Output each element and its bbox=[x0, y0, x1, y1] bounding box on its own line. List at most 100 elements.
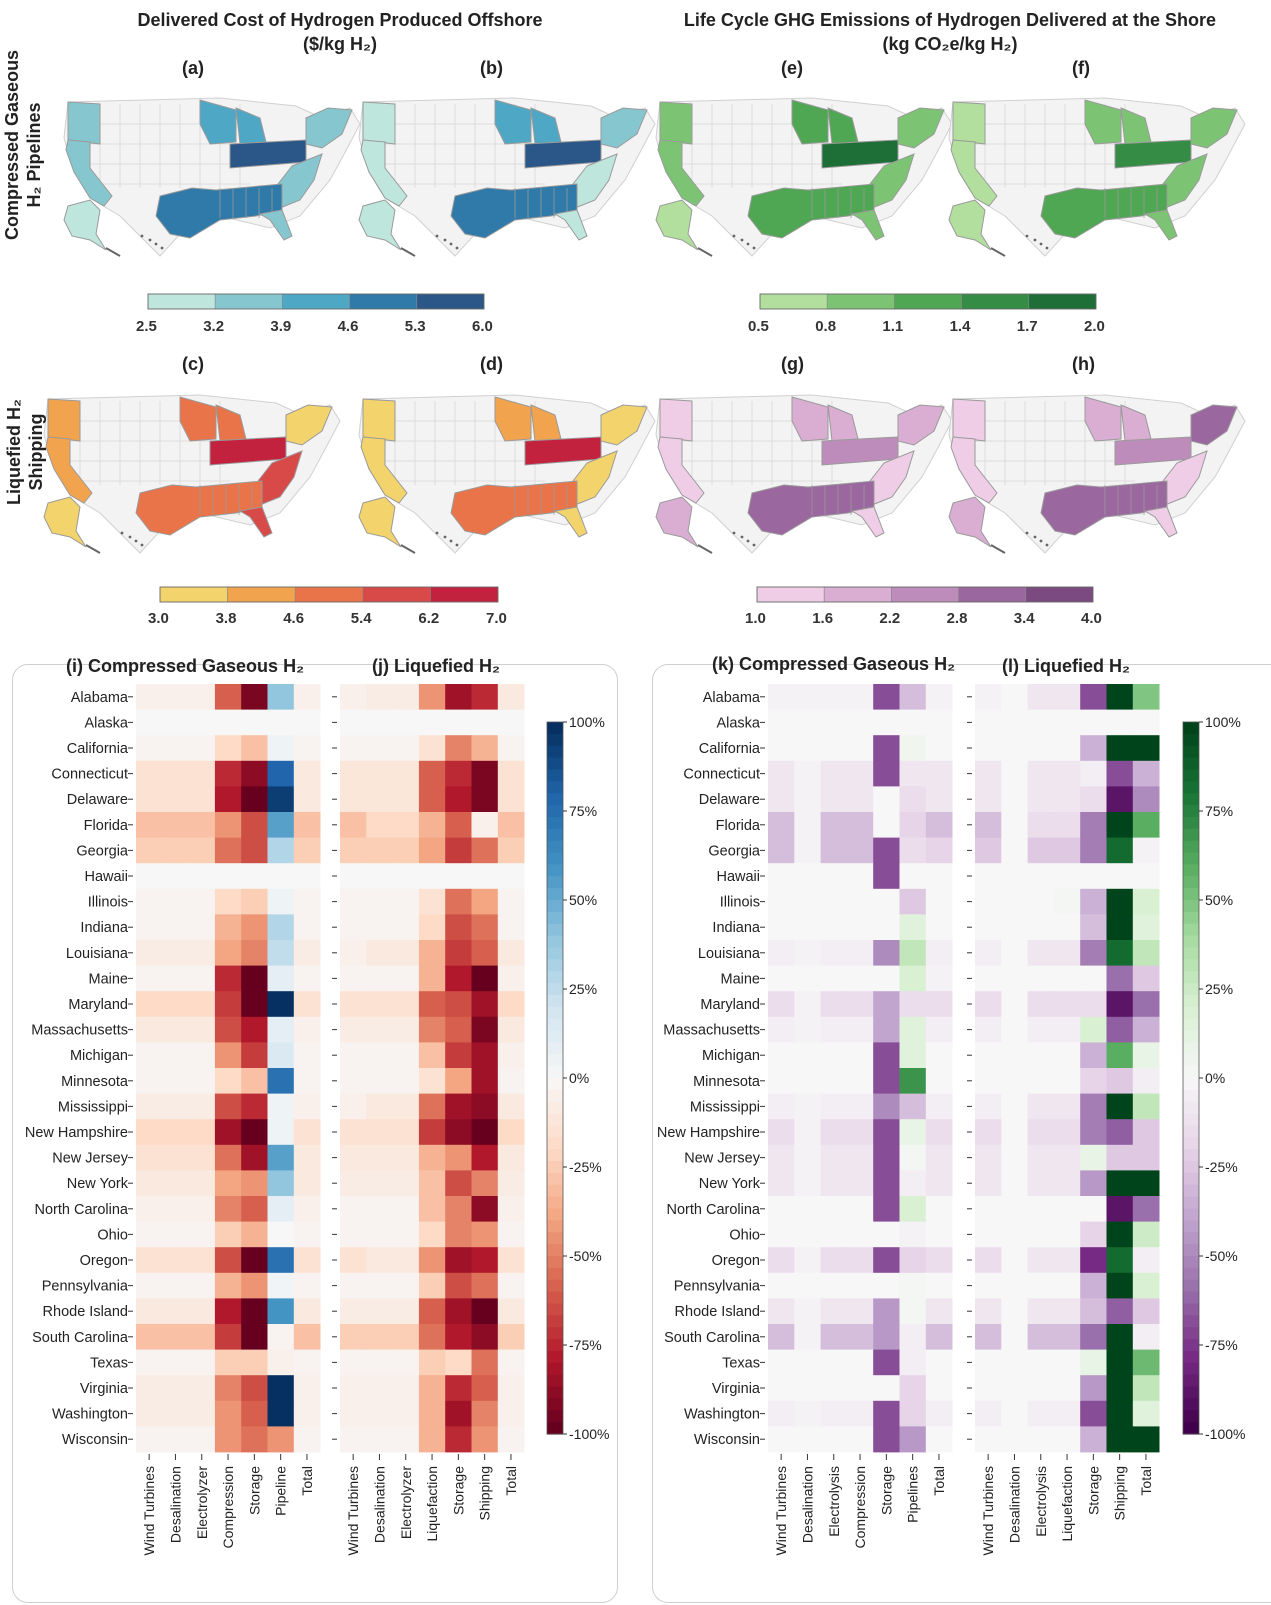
colorbar-outline bbox=[759, 293, 1097, 310]
map-e bbox=[655, 97, 953, 257]
map-hawaii bbox=[1025, 531, 1029, 535]
label-d: (d) bbox=[480, 354, 503, 374]
colorbar-segment bbox=[1025, 586, 1094, 603]
map-washington-oregon bbox=[659, 398, 693, 442]
label-e: (e) bbox=[781, 58, 803, 78]
map-washington-oregon bbox=[362, 101, 396, 145]
map-alaska-panhandle bbox=[697, 247, 713, 257]
colorbar-tick: 3.2 bbox=[203, 318, 225, 335]
map-florida bbox=[258, 209, 293, 241]
map-alaska-panhandle bbox=[400, 247, 416, 257]
map-alaska bbox=[655, 496, 699, 548]
map-california bbox=[657, 436, 705, 504]
map-hawaii bbox=[435, 234, 439, 238]
map-northeast bbox=[1190, 404, 1238, 446]
map-hawaii bbox=[435, 531, 439, 535]
colorbar-segment bbox=[294, 586, 364, 603]
colorbar-tick: 6.2 bbox=[418, 610, 440, 627]
colorbar-outline bbox=[756, 586, 1094, 603]
colorbar-tick: 5.3 bbox=[404, 318, 426, 335]
colorbar-tick: 1.7 bbox=[1016, 318, 1038, 335]
map-hawaii bbox=[1039, 242, 1043, 246]
colorbar-segment bbox=[1028, 293, 1097, 310]
map-minnesota-wisconsin bbox=[179, 396, 217, 442]
map-minnesota-wisconsin bbox=[791, 99, 829, 145]
colorbar-tick: 4.6 bbox=[337, 318, 359, 335]
colorbar-tick: 1.4 bbox=[949, 318, 971, 335]
colorbar-tick: 0.8 bbox=[815, 318, 837, 335]
colorbar-segment bbox=[282, 293, 350, 310]
map-washington-oregon bbox=[47, 398, 81, 442]
colorbar-tick: 1.0 bbox=[745, 610, 766, 627]
map-california bbox=[950, 139, 998, 207]
map-south bbox=[155, 183, 283, 239]
map-hawaii bbox=[740, 238, 744, 242]
colorbar-green bbox=[759, 293, 1097, 310]
map-alaska-panhandle bbox=[400, 544, 416, 554]
map-alaska-panhandle bbox=[990, 544, 1006, 554]
row-label-pipelines: Compressed Gaseous H₂ Pipelines bbox=[1, 49, 45, 240]
colorbar-tick: 3.0 bbox=[148, 610, 169, 627]
map-washington-oregon bbox=[659, 101, 693, 145]
row-label-pipelines-1: Compressed Gaseous bbox=[2, 49, 22, 240]
map-hawaii bbox=[455, 246, 459, 250]
colorbar-segment bbox=[826, 293, 895, 310]
map-d bbox=[358, 394, 656, 554]
colorbar-outline bbox=[159, 586, 499, 603]
map-hawaii bbox=[732, 234, 736, 238]
title-k: (k) Compressed Gaseous H₂ bbox=[712, 654, 956, 674]
map-south bbox=[1040, 480, 1168, 536]
map-south bbox=[450, 480, 578, 536]
map-minnesota-wisconsin bbox=[1084, 99, 1122, 145]
colorbar-tick: 2.5 bbox=[136, 318, 157, 335]
map-florida bbox=[850, 506, 885, 538]
colorbar-tick: 1.1 bbox=[882, 318, 904, 335]
map-hawaii bbox=[1033, 535, 1037, 539]
map-h bbox=[948, 394, 1246, 554]
colorbar-segment bbox=[227, 586, 296, 603]
colorbar-segment bbox=[147, 293, 216, 310]
map-hawaii bbox=[443, 535, 447, 539]
map-hawaii bbox=[134, 539, 138, 543]
map-hawaii bbox=[154, 242, 158, 246]
map-hawaii bbox=[1033, 238, 1037, 242]
heatmap-panel-ghg bbox=[652, 664, 1271, 1603]
row-label-shipping-2: Shipping bbox=[26, 413, 46, 491]
map-south bbox=[747, 183, 875, 239]
label-a: (a) bbox=[182, 58, 204, 78]
label-g: (g) bbox=[781, 354, 804, 374]
row-label-pipelines-2: H₂ Pipelines bbox=[24, 102, 44, 208]
map-california bbox=[45, 436, 93, 504]
map-northeast bbox=[600, 107, 648, 149]
map-hawaii bbox=[746, 242, 750, 246]
map-minnesota-wisconsin bbox=[791, 396, 829, 442]
map-california bbox=[657, 139, 705, 207]
map-northeast bbox=[305, 107, 353, 149]
cost-title: Delivered Cost of Hydrogen Produced Offs… bbox=[137, 10, 543, 30]
colorbar-segment bbox=[159, 586, 228, 603]
row-label-shipping-1: Liquefied H₂ bbox=[4, 399, 24, 505]
colorbar-purple bbox=[756, 586, 1094, 603]
map-alaska bbox=[43, 496, 87, 548]
map-california bbox=[65, 139, 113, 207]
colorbar-segment bbox=[362, 586, 431, 603]
map-hawaii bbox=[140, 234, 144, 238]
colorbar-segment bbox=[961, 293, 1030, 310]
map-florida bbox=[553, 506, 588, 538]
colorbar-tick: 3.8 bbox=[215, 610, 237, 627]
map-northeast bbox=[1190, 107, 1238, 149]
colorbar-tick: 7.0 bbox=[486, 610, 507, 627]
map-a bbox=[63, 97, 361, 257]
map-alaska-panhandle bbox=[697, 544, 713, 554]
map-california bbox=[360, 436, 408, 504]
map-minnesota-wisconsin bbox=[199, 99, 237, 145]
cost-units: ($/kg H₂) bbox=[302, 34, 377, 54]
colorbar-tick: 2.2 bbox=[879, 610, 901, 627]
map-northeast bbox=[600, 404, 648, 446]
map-hawaii bbox=[128, 535, 132, 539]
colorbar-tick: 4.6 bbox=[283, 610, 305, 627]
map-south bbox=[135, 480, 263, 536]
title-l: (l) Liquefied H₂ bbox=[1002, 656, 1130, 676]
map-hawaii bbox=[140, 543, 144, 547]
map-alaska-panhandle bbox=[85, 544, 101, 554]
